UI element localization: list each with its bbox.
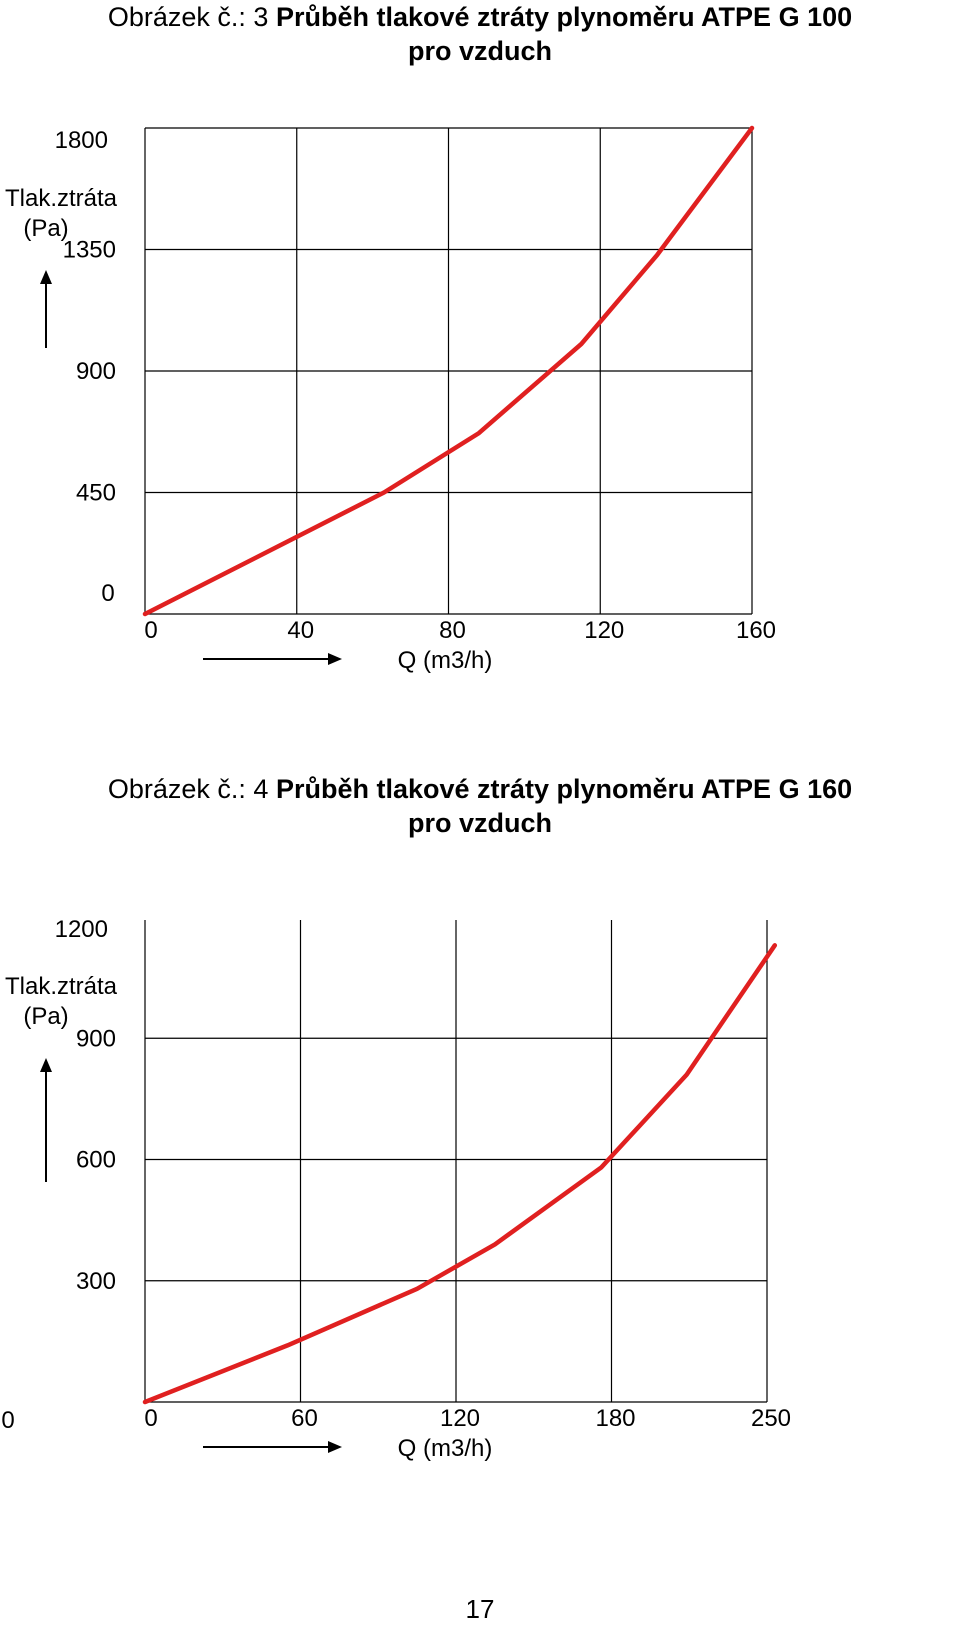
y-axis-label-line1: Tlak.ztráta [5, 185, 118, 212]
x-axis-arrow-head [328, 1441, 342, 1453]
y-axis-arrow-head [40, 270, 52, 284]
x-tick-label: 250 [751, 1405, 791, 1432]
x-tick-label: 0 [144, 1405, 157, 1432]
y-axis-label-line2: (Pa) [23, 1003, 68, 1030]
x-tick-label: 160 [736, 617, 776, 644]
y-tick-label: 900 [76, 358, 116, 385]
x-tick-label: 0 [144, 617, 157, 644]
y-tick-label: 0 [101, 580, 114, 607]
x-axis-label: Q (m3/h) [398, 1435, 493, 1462]
x-axis-label: Q (m3/h) [398, 647, 493, 674]
x-tick-label: 40 [287, 617, 314, 644]
figure-3-caption-title-line2: pro vzduch [407, 36, 552, 66]
grid [144, 127, 753, 615]
y-tick-label: 450 [76, 480, 116, 507]
x-tick-label: 80 [439, 617, 466, 644]
grid [144, 920, 768, 1403]
x-tick-label: 60 [291, 1405, 318, 1432]
y-tick-label: 1800 [55, 127, 108, 154]
figure-3-caption-title: Průběh tlakové ztráty plynoměru ATPE G 1… [275, 2, 853, 32]
y-axis-label-line2: (Pa) [23, 215, 68, 242]
x-tick-label: 120 [440, 1405, 480, 1432]
x-axis-arrow-head [328, 653, 342, 665]
x-tick-label: 120 [584, 617, 624, 644]
y-axis-arrow-head [40, 1058, 52, 1072]
figure-4-caption: Obrázek č.: 4 Průběh tlakové ztráty plyn… [0, 772, 960, 840]
figure-4-caption-prefix: Obrázek č.: 4 [107, 774, 269, 804]
y-tick-label: 1200 [55, 920, 108, 943]
y-axis-label-line1: Tlak.ztráta [5, 973, 118, 1000]
chart-atpe-g100: 0 450 900 1350 1800 0 40 80 120 160 Q (m3/h) Tlak.z… [5, 125, 776, 674]
data-series-line [142, 943, 778, 1405]
x-tick-label: 180 [595, 1405, 635, 1432]
chart-atpe-g160: 0 300 600 900 1200 0 60 120 180 250 Q (m3/h) Tlak.z… [1, 920, 791, 1462]
figure-4-caption-title-line2: pro vzduch [407, 808, 552, 838]
y-tick-label: 1350 [63, 237, 116, 264]
figure-4-caption-title: Průběh tlakové ztráty plynoměru ATPE G 1… [275, 774, 853, 804]
y-tick-label: 600 [76, 1147, 116, 1174]
y-tick-label: 300 [76, 1268, 116, 1295]
y-tick-label: 0 [1, 1407, 14, 1434]
y-tick-label: 900 [76, 1025, 116, 1052]
figure-3-caption-prefix: Obrázek č.: 3 [107, 2, 269, 32]
figure-3-caption: Obrázek č.: 3 Průběh tlakové ztráty plyn… [0, 0, 960, 68]
page-number: 17 [465, 1594, 495, 1624]
